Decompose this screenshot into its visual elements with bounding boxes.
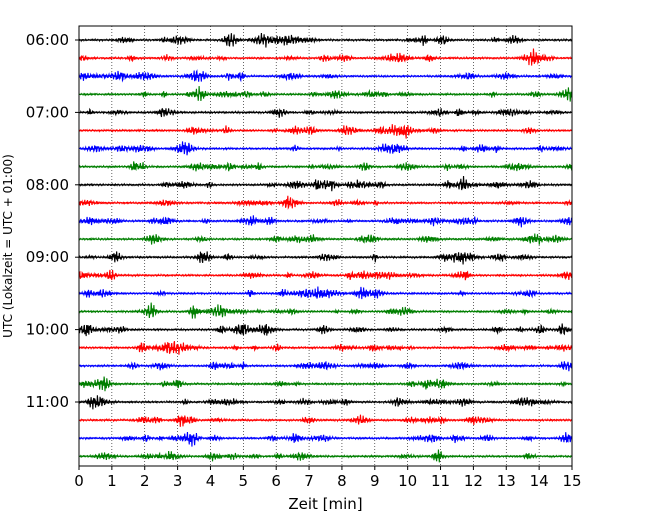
trace-1045 <box>78 376 573 392</box>
trace-0900 <box>78 251 573 265</box>
x-tick-label-1: 1 <box>107 472 117 490</box>
x-tick-label-11: 11 <box>431 472 450 490</box>
x-tick-label-12: 12 <box>464 472 483 490</box>
x-tick-label-13: 13 <box>497 472 516 490</box>
trace-0630 <box>78 69 573 83</box>
y-axis-label: UTC (Lokalzeit = UTC + 01:00) <box>1 154 15 338</box>
x-tick-label-2: 2 <box>140 472 150 490</box>
x-tick-label-0: 0 <box>74 472 84 490</box>
x-tick-label-8: 8 <box>337 472 347 490</box>
trace-1145 <box>78 449 573 463</box>
trace-0800 <box>78 175 573 192</box>
trace-1130 <box>78 431 573 447</box>
trace-0930 <box>78 286 573 300</box>
x-tick-label-7: 7 <box>304 472 314 490</box>
trace-0615 <box>78 48 573 66</box>
trace-0945 <box>78 302 573 319</box>
y-tick-label-0900: 09:00 <box>26 248 69 266</box>
y-tick-label-1000: 10:00 <box>26 321 69 339</box>
x-tick-label-10: 10 <box>398 472 417 490</box>
trace-0830 <box>78 215 573 228</box>
trace-0745 <box>78 161 573 172</box>
trace-0700 <box>78 107 573 118</box>
trace-0715 <box>78 124 573 139</box>
trace-1115 <box>78 414 573 427</box>
seismogram-traces <box>78 33 573 463</box>
trace-0600 <box>78 33 573 48</box>
x-tick-label-9: 9 <box>370 472 380 490</box>
trace-1030 <box>78 361 573 372</box>
x-tick-label-15: 15 <box>562 472 581 490</box>
x-axis-ticks: 0 1 2 3 4 5 6 7 8 9 10 11 12 13 14 15 <box>74 466 582 490</box>
y-tick-label-0600: 06:00 <box>26 31 69 49</box>
trace-1100 <box>78 395 573 410</box>
x-tick-label-6: 6 <box>271 472 281 490</box>
x-axis-label: Zeit [min] <box>288 495 362 513</box>
trace-0845 <box>78 233 573 245</box>
x-tick-label-14: 14 <box>530 472 549 490</box>
x-tick-label-5: 5 <box>239 472 249 490</box>
y-tick-label-1100: 11:00 <box>26 393 69 411</box>
x-tick-label-3: 3 <box>173 472 183 490</box>
x-tick-label-4: 4 <box>206 472 216 490</box>
vertical-gridlines <box>111 26 540 466</box>
trace-0915 <box>78 269 573 281</box>
plot-frame <box>78 25 573 467</box>
trace-0730 <box>78 141 573 156</box>
trace-1000 <box>78 323 573 337</box>
trace-1015 <box>78 340 573 355</box>
y-tick-label-0800: 08:00 <box>26 176 69 194</box>
y-axis-ticks: 06:00 07:00 08:00 09:00 10:00 11:00 <box>26 31 79 411</box>
trace-0815 <box>78 195 573 210</box>
trace-0645 <box>78 86 573 102</box>
y-tick-label-0700: 07:00 <box>26 103 69 121</box>
